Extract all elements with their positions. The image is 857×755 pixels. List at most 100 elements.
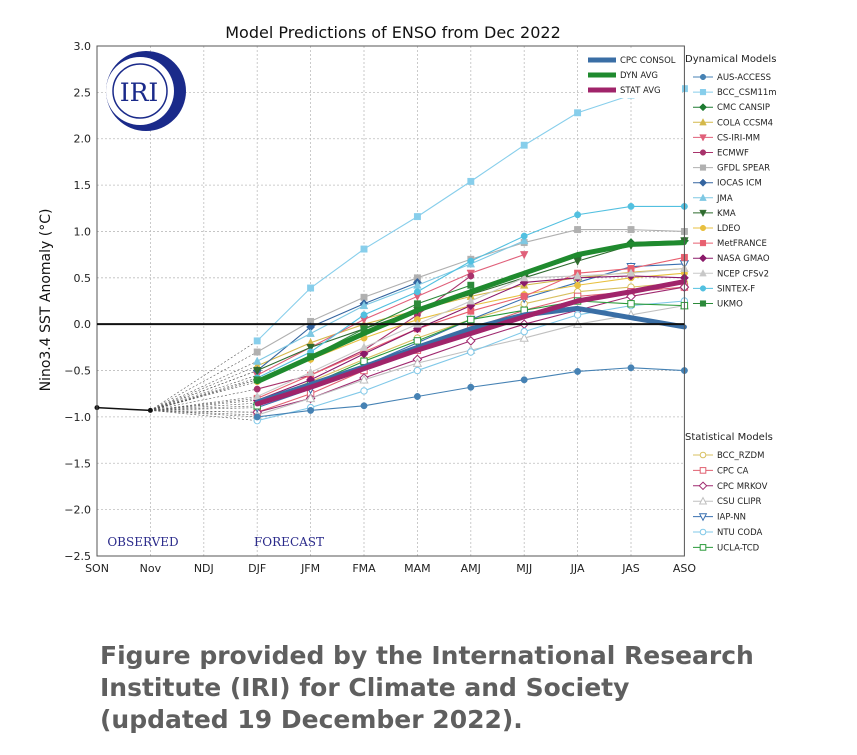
legend-label: NASA GMAO <box>717 254 770 264</box>
legend-label: IOCAS ICM <box>717 179 762 189</box>
dyn-metfrance-point <box>520 292 528 300</box>
legend-label: UKMO <box>717 300 743 310</box>
y-tick-label: −1.0 <box>64 411 91 424</box>
legend-dynamical: Dynamical Models AUS-ACCESS BCC_CSM11m CMC … <box>685 54 777 310</box>
axes: SON Nov NDJ DJF JFM FMA MAM AMJ MJJ JJA JAS ASO 3.0 2… <box>64 40 696 575</box>
y-tick-label: 3.0 <box>74 40 92 53</box>
legend-label: SINTEX-F <box>717 284 755 294</box>
dyn-jma-series <box>150 236 529 411</box>
legend-marker <box>699 269 707 277</box>
dyn-sintex-f-point <box>467 257 475 265</box>
legend-avg-label: STAT AVG <box>620 86 661 96</box>
legend-label: KMA <box>717 209 736 219</box>
legend-label: UCLA-TCD <box>717 543 760 553</box>
x-tick-label: JFM <box>300 562 320 575</box>
dyn-sintex-f-point <box>627 202 635 210</box>
dyn-sintex-f-point <box>520 232 528 240</box>
dyn-ecmwf-point <box>467 272 475 280</box>
y-tick-label: 0.5 <box>74 272 92 285</box>
dyn-metfrance-connector <box>150 398 258 411</box>
stat-csu-clipr-point <box>519 332 529 342</box>
dyn-ukmo-connector <box>150 379 258 411</box>
dyn-cola-ccsm4-connector <box>150 365 258 411</box>
observed-label: OBSERVED <box>107 535 178 549</box>
stat-iap-nn-connector <box>150 407 258 411</box>
legend-label: NCEP CFSv2 <box>717 269 769 279</box>
stat-cpc-mrkov-point <box>465 336 476 346</box>
legend-marker <box>699 254 707 263</box>
y-tick-label: −2.5 <box>64 550 91 563</box>
dyn-ukmo-point <box>413 300 421 308</box>
logo-ring-line <box>112 63 168 119</box>
legend-label: BCC_CSM11m <box>717 88 777 98</box>
y-tick-label: 0.0 <box>74 318 92 331</box>
dyn-sintex-f-point <box>413 288 421 296</box>
dyn-aus-access-point <box>307 406 315 414</box>
dyn-bcc-csm11m-connector <box>150 340 258 411</box>
dyn-gfdl-spear-point <box>253 348 261 356</box>
legend-marker <box>699 73 707 81</box>
stat-csu-clipr-connector <box>150 410 258 416</box>
stat-csu-clipr-point <box>305 393 316 403</box>
legend-statistical: Statistical Models BCC_RZDM CPC CA CPC MRKO… <box>685 432 773 553</box>
legend-marker <box>699 118 707 126</box>
legend-marker <box>699 528 707 536</box>
x-tick-label: AMJ <box>461 562 481 575</box>
stat-csu-clipr-point <box>359 374 369 384</box>
dyn-gfdl-spear-connector <box>150 351 258 411</box>
legend-label: COLA CCSM4 <box>717 118 773 128</box>
legend-marker <box>699 134 707 142</box>
dyn-cs-iri-mm-line <box>256 254 525 376</box>
stat-csu-clipr-point <box>412 357 423 367</box>
stat-cpc-mrkov-connector <box>150 410 258 413</box>
dyn-cs-iri-mm-connector <box>150 374 258 411</box>
dyn-ldeo-point <box>574 281 582 289</box>
avg-line <box>254 279 687 407</box>
dyn-gfdl-spear-point <box>627 226 635 234</box>
dyn-kma-point <box>252 367 262 376</box>
dyn-aus-access-point <box>574 368 582 375</box>
dyn-nasa-gmao-connector <box>150 399 258 411</box>
dyn-jma-point <box>359 300 369 310</box>
dyn-aus-access-point <box>520 376 528 384</box>
dyn-aus-access-point <box>360 402 368 410</box>
dyn-aus-access-point <box>253 413 261 421</box>
x-tick-label: JJA <box>570 562 585 575</box>
logo-text: IRI <box>120 78 159 107</box>
dyn-ncep-cfsv2-point <box>466 296 476 305</box>
dyn-ncep-cfsv2-point <box>626 268 636 277</box>
legend-label: IAP-NN <box>717 513 746 523</box>
dyn-ncep-cfsv2-series <box>150 263 689 411</box>
legend-marker <box>699 178 707 187</box>
y-tick-label: 2.5 <box>74 86 92 99</box>
stat-ntu-coda-series <box>150 297 689 425</box>
legend-marker <box>699 193 707 201</box>
dyn-jma-point <box>519 236 529 245</box>
y-axis-label: Nino3.4 SST Anomaly (°C) <box>38 209 54 392</box>
legend-label: GFDL SPEAR <box>717 164 770 174</box>
x-tick-label: Nov <box>140 562 162 575</box>
observed-line <box>96 406 151 412</box>
legend-header: Statistical Models <box>685 432 773 443</box>
dyn-bcc-csm11m-point <box>520 141 528 149</box>
iri-logo: IRI <box>106 51 186 131</box>
x-tick-label: MAM <box>404 562 431 575</box>
y-tick-label: 2.0 <box>74 133 92 146</box>
legend-label: CS-IRI-MM <box>717 133 760 143</box>
dyn-ldeo-connector <box>150 381 258 411</box>
dyn-jma-point <box>306 328 315 337</box>
stat-ucla-tcd-point <box>627 300 635 308</box>
legend-marker <box>699 149 707 156</box>
x-tick-label: NDJ <box>194 562 214 575</box>
legend-label: CSU CLIPR <box>717 497 762 507</box>
figure-caption: Figure provided by the International Res… <box>100 640 800 736</box>
dyn-ncep-cfsv2-point <box>306 367 315 376</box>
legend-marker <box>699 164 707 171</box>
dyn-kma-point <box>573 257 582 266</box>
dyn-cs-iri-mm-point <box>519 251 529 260</box>
x-tick-label: SON <box>85 562 109 575</box>
legend-label: ECMWF <box>717 149 749 159</box>
caption-line-3: (updated 19 December 2022). <box>100 705 523 734</box>
y-tick-label: 1.0 <box>74 225 92 238</box>
avg-line <box>254 240 687 385</box>
